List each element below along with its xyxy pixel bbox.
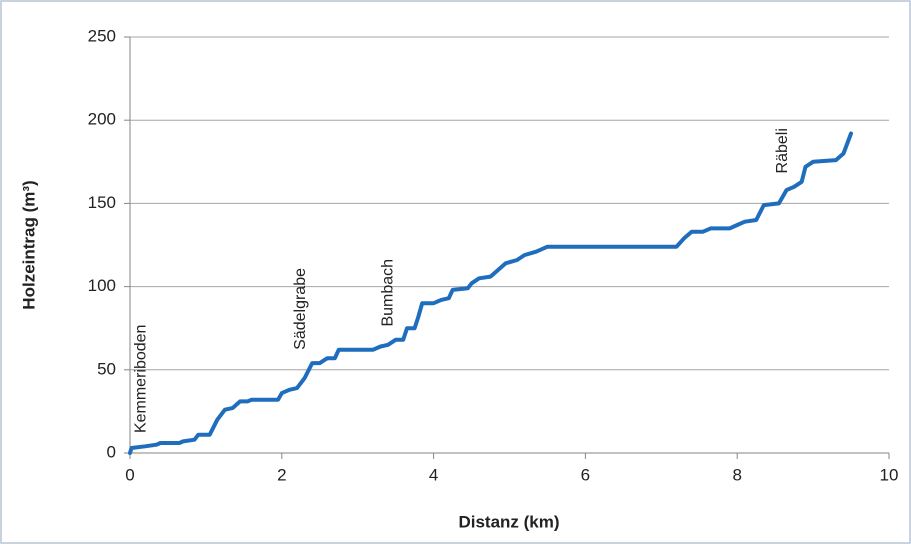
annotation: Sädelgrabe	[292, 268, 309, 350]
y-tick-label: 50	[97, 359, 116, 378]
x-tick-label: 8	[732, 465, 741, 484]
annotation: Räbeli	[774, 128, 791, 173]
x-tick-label: 4	[429, 465, 438, 484]
y-tick-label: 250	[88, 26, 116, 45]
x-axis-title: Distanz (km)	[458, 512, 559, 531]
y-tick-label: 150	[88, 193, 116, 212]
x-tick-label: 0	[125, 465, 134, 484]
annotation: Bumbach	[379, 259, 396, 327]
y-tick-label: 200	[88, 110, 116, 129]
x-tick-label: 6	[581, 465, 590, 484]
x-tick-label: 10	[880, 465, 899, 484]
y-axis-title: Holzeintrag (m³)	[19, 180, 38, 309]
y-tick-label: 0	[107, 442, 116, 461]
data-line	[128, 131, 853, 455]
y-tick-label: 100	[88, 276, 116, 295]
x-tick-label: 2	[277, 465, 286, 484]
annotation: Kemmeriboden	[133, 325, 150, 434]
